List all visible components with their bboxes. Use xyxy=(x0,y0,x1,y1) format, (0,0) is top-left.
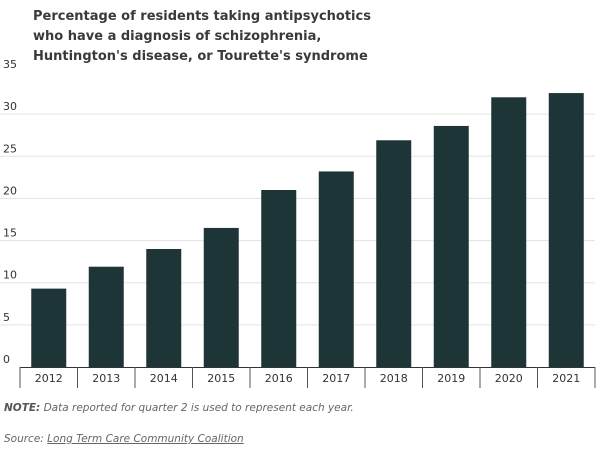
bar xyxy=(203,227,239,367)
x-axis: 2012 2013 2014 2015 2016 2017 2018 2019 2020 2021 xyxy=(19,367,596,388)
y-tick-label: 15 xyxy=(3,227,17,240)
y-tick-label: 30 xyxy=(3,100,17,113)
bar xyxy=(548,93,584,368)
bar xyxy=(88,266,124,367)
y-tick-label: 5 xyxy=(3,311,10,324)
chart-title-line: Percentage of residents taking antipsych… xyxy=(33,9,371,24)
x-tick-label: 2018 xyxy=(380,372,408,385)
y-tick-label: 10 xyxy=(3,269,17,282)
y-axis-ticks: 0 5 10 15 20 25 30 35 xyxy=(3,58,17,366)
bar xyxy=(318,171,354,367)
y-tick-label: 20 xyxy=(3,184,17,197)
x-tick-label: 2016 xyxy=(265,372,293,385)
note-text: Data reported for quarter 2 is used to r… xyxy=(40,402,354,414)
source-link[interactable]: Long Term Care Community Coalition xyxy=(47,433,244,445)
footnote: NOTE: Data reported for quarter 2 is use… xyxy=(4,402,354,414)
bar xyxy=(261,190,297,367)
x-tick-label: 2021 xyxy=(552,372,580,385)
x-tick-label: 2020 xyxy=(495,372,523,385)
y-tick-label: 25 xyxy=(3,142,17,155)
source-line: Source: Long Term Care Community Coaliti… xyxy=(4,433,244,445)
bar xyxy=(376,140,412,367)
y-tick-label: 0 xyxy=(3,353,10,366)
bar xyxy=(146,249,182,367)
source-label: Source: xyxy=(4,433,48,445)
x-tick-label: 2019 xyxy=(437,372,465,385)
bar xyxy=(433,125,469,367)
y-tick-label: 35 xyxy=(3,58,17,71)
note-label: NOTE: xyxy=(4,402,41,414)
chart-title-line: who have a diagnosis of schizophrenia, xyxy=(33,29,322,44)
chart-title: Percentage of residents taking antipsych… xyxy=(33,7,371,67)
x-tick-label: 2014 xyxy=(150,372,178,385)
x-tick-label: 2015 xyxy=(207,372,235,385)
bar xyxy=(31,288,67,367)
chart-title-line: Huntington's disease, or Tourette's synd… xyxy=(33,49,368,64)
x-tick-label: 2013 xyxy=(92,372,120,385)
bars xyxy=(31,93,584,368)
x-tick-label: 2012 xyxy=(35,372,63,385)
bar xyxy=(491,97,527,368)
x-tick-label: 2017 xyxy=(322,372,350,385)
